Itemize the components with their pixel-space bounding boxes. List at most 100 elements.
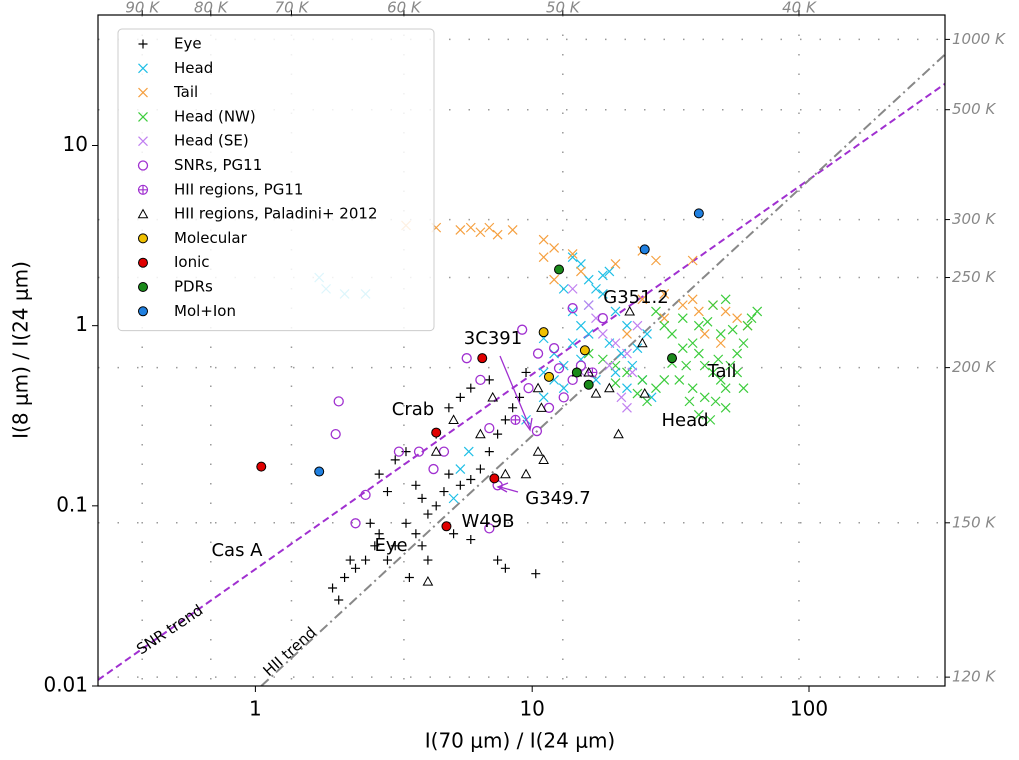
point <box>720 294 731 305</box>
top-tick-label: 90 K <box>125 0 160 17</box>
point <box>622 320 632 331</box>
point <box>567 252 578 263</box>
point <box>489 473 500 484</box>
right-tick-label: 500 K <box>952 100 996 118</box>
point <box>374 469 384 479</box>
annotation: W49B <box>461 511 514 532</box>
point <box>448 414 459 424</box>
point <box>538 234 549 245</box>
point <box>466 475 476 485</box>
legend-marker <box>138 111 148 122</box>
top-tick-label: 80 K <box>194 0 229 17</box>
y-tick-label: 0.01 <box>43 673 88 697</box>
point <box>667 353 678 364</box>
point <box>727 324 738 335</box>
point <box>567 303 578 314</box>
point <box>538 392 549 403</box>
legend-label: Head (NW) <box>174 107 256 125</box>
point <box>567 338 578 349</box>
point <box>484 222 495 233</box>
point <box>484 447 494 457</box>
point <box>677 313 688 324</box>
point <box>361 555 371 565</box>
point <box>523 382 534 394</box>
legend-label: Head (SE) <box>174 132 249 150</box>
point <box>431 427 442 438</box>
point <box>449 529 459 539</box>
point <box>610 259 621 269</box>
point <box>597 270 608 281</box>
point <box>465 222 476 233</box>
point <box>687 338 698 349</box>
point <box>543 371 554 382</box>
point <box>632 320 643 331</box>
point <box>636 337 648 348</box>
point <box>693 306 704 317</box>
point <box>590 388 602 398</box>
point <box>637 294 648 305</box>
point <box>604 360 615 371</box>
point <box>431 501 441 511</box>
point <box>500 468 511 479</box>
legend-label: HII regions, Paladini+ 2012 <box>174 205 377 223</box>
point <box>430 446 442 456</box>
point <box>466 535 476 545</box>
point <box>681 360 692 371</box>
point <box>583 366 595 377</box>
plot-frame <box>97 14 946 687</box>
point <box>411 480 421 490</box>
point <box>404 573 414 583</box>
annotation: Eye <box>374 535 407 556</box>
point <box>423 509 433 519</box>
point <box>484 375 494 385</box>
point <box>455 224 466 235</box>
point <box>554 264 565 275</box>
point <box>493 555 503 565</box>
point <box>632 343 643 354</box>
point <box>708 300 718 311</box>
legend-label: Tail <box>173 83 198 101</box>
point <box>622 383 632 394</box>
point <box>622 402 632 413</box>
y-tick-label: 1 <box>75 312 88 336</box>
point <box>576 266 586 277</box>
legend-label: Head <box>174 59 213 77</box>
legend-label: Eye <box>174 35 202 53</box>
point <box>659 374 670 385</box>
trend-line <box>260 53 945 686</box>
point <box>687 294 698 305</box>
annotation: 3C391 <box>464 328 522 349</box>
point <box>448 493 459 504</box>
point <box>677 343 688 354</box>
point <box>699 360 710 371</box>
point <box>693 409 704 420</box>
point <box>520 468 532 479</box>
point <box>455 464 466 474</box>
point <box>351 563 361 573</box>
point <box>417 541 427 551</box>
point <box>521 367 531 377</box>
point <box>583 379 594 390</box>
point <box>622 328 632 339</box>
point <box>370 541 380 551</box>
legend-marker <box>138 39 148 49</box>
legend-marker <box>137 160 149 171</box>
point <box>333 396 344 407</box>
point <box>732 313 743 324</box>
point <box>637 374 648 385</box>
point <box>558 392 569 403</box>
point <box>455 480 465 490</box>
point <box>710 396 721 407</box>
point <box>256 461 267 472</box>
point <box>334 595 344 605</box>
annotation: Head <box>661 410 708 431</box>
point <box>531 569 541 579</box>
point <box>411 529 421 539</box>
point <box>624 305 636 316</box>
point <box>401 518 411 528</box>
legend-marker <box>138 87 148 98</box>
point <box>597 289 608 299</box>
point <box>475 464 485 474</box>
legend-marker <box>138 282 148 292</box>
point <box>382 555 392 565</box>
